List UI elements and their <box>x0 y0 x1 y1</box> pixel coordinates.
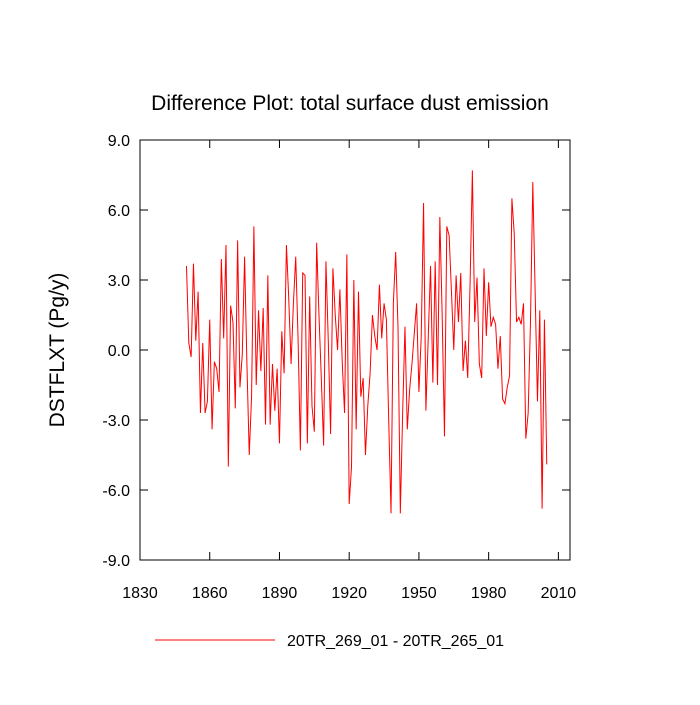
y-axis-label: DSTFLXT (Pg/y) <box>46 273 69 428</box>
y-tick-label: 0.0 <box>108 343 130 360</box>
chart-title: Difference Plot: total surface dust emis… <box>151 92 549 115</box>
data-line <box>185 170 548 514</box>
x-tick-label: 1890 <box>262 585 298 602</box>
x-tick-label: 2010 <box>541 585 577 602</box>
y-tick-label: -3.0 <box>102 413 130 430</box>
y-tick-label: 6.0 <box>108 203 130 220</box>
x-tick-label: 1920 <box>331 585 367 602</box>
x-tick-label: 1950 <box>401 585 437 602</box>
y-tick-label: 9.0 <box>108 133 130 150</box>
y-tick-label: -6.0 <box>102 483 130 500</box>
y-tick-label: 3.0 <box>108 273 130 290</box>
x-tick-label: 1980 <box>471 585 507 602</box>
y-tick-label: -9.0 <box>102 553 130 570</box>
legend-label: 20TR_269_01 - 20TR_265_01 <box>287 633 504 650</box>
x-tick-label: 1830 <box>122 585 158 602</box>
x-tick-label: 1860 <box>192 585 228 602</box>
